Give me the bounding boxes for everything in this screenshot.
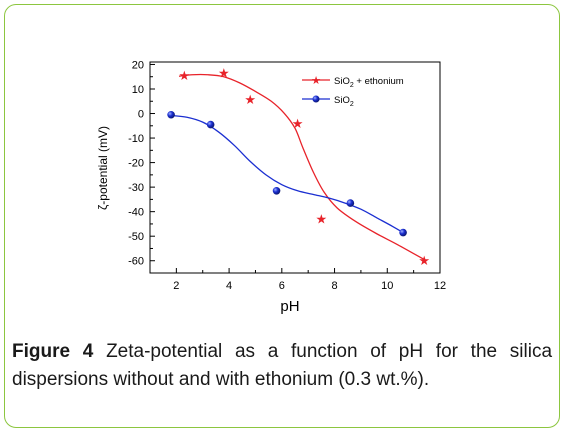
data-point-star: ★ xyxy=(218,66,230,81)
x-tick-label: 8 xyxy=(331,280,337,292)
fit-curve-series-0 xyxy=(178,73,425,261)
data-point-star: ★ xyxy=(292,116,304,131)
x-tick-label: 2 xyxy=(173,280,179,292)
legend-star-marker: ★ xyxy=(311,75,321,87)
data-point-sphere xyxy=(206,120,215,129)
figure-label: Figure 4 xyxy=(12,341,94,362)
y-axis-label: ζ-potential (mV) xyxy=(96,126,110,210)
x-tick-label: 12 xyxy=(434,280,446,292)
y-tick-label: -60 xyxy=(128,256,144,268)
y-tick-label: -50 xyxy=(128,231,144,243)
figure-frame xyxy=(4,4,560,428)
x-tick-label: 10 xyxy=(381,280,393,292)
legend-label-sio2: SiO2 xyxy=(334,95,354,108)
data-point-sphere xyxy=(346,199,355,207)
legend: ★ SiO2 + ethonium SiO2 xyxy=(302,75,404,108)
data-point-star: ★ xyxy=(178,68,190,83)
data-point-star: ★ xyxy=(316,212,328,227)
y-tick-label: 20 xyxy=(132,59,144,71)
figure-caption: Figure 4 Zeta-potential as a function of… xyxy=(12,338,552,394)
legend-entry-sio2: SiO2 xyxy=(302,95,354,108)
data-point-star: ★ xyxy=(244,92,256,107)
y-tick-label: -40 xyxy=(128,207,144,219)
legend-label-sio2-ethonium: SiO2 + ethonium xyxy=(334,76,404,89)
caption-text: Zeta-potential as a function of pH for t… xyxy=(12,341,553,390)
y-tick-label: -10 xyxy=(128,133,144,145)
y-tick-label: -20 xyxy=(128,158,144,170)
legend-sphere-marker xyxy=(312,95,320,103)
data-point-star: ★ xyxy=(418,253,430,268)
zeta-potential-chart: 2 4 6 8 10 12 20 10 0 -10 -20 -30 -40 -50 -60 ★ ★ ★ ★ ★ ★ p… xyxy=(96,59,446,315)
x-axis-label: pH xyxy=(280,298,299,315)
plot-area xyxy=(149,61,441,274)
x-tick-label: 4 xyxy=(226,280,232,292)
y-tick-label: 0 xyxy=(138,109,144,121)
data-point-sphere xyxy=(272,187,281,195)
y-tick-label: 10 xyxy=(132,84,144,96)
fit-curve-series-1 xyxy=(171,114,404,234)
legend-entry-sio2-ethonium: ★ SiO2 + ethonium xyxy=(302,75,404,89)
x-tick-label: 6 xyxy=(279,280,285,292)
y-tick-label: -30 xyxy=(128,182,144,194)
data-point-sphere xyxy=(167,110,175,119)
data-point-sphere xyxy=(399,228,407,237)
